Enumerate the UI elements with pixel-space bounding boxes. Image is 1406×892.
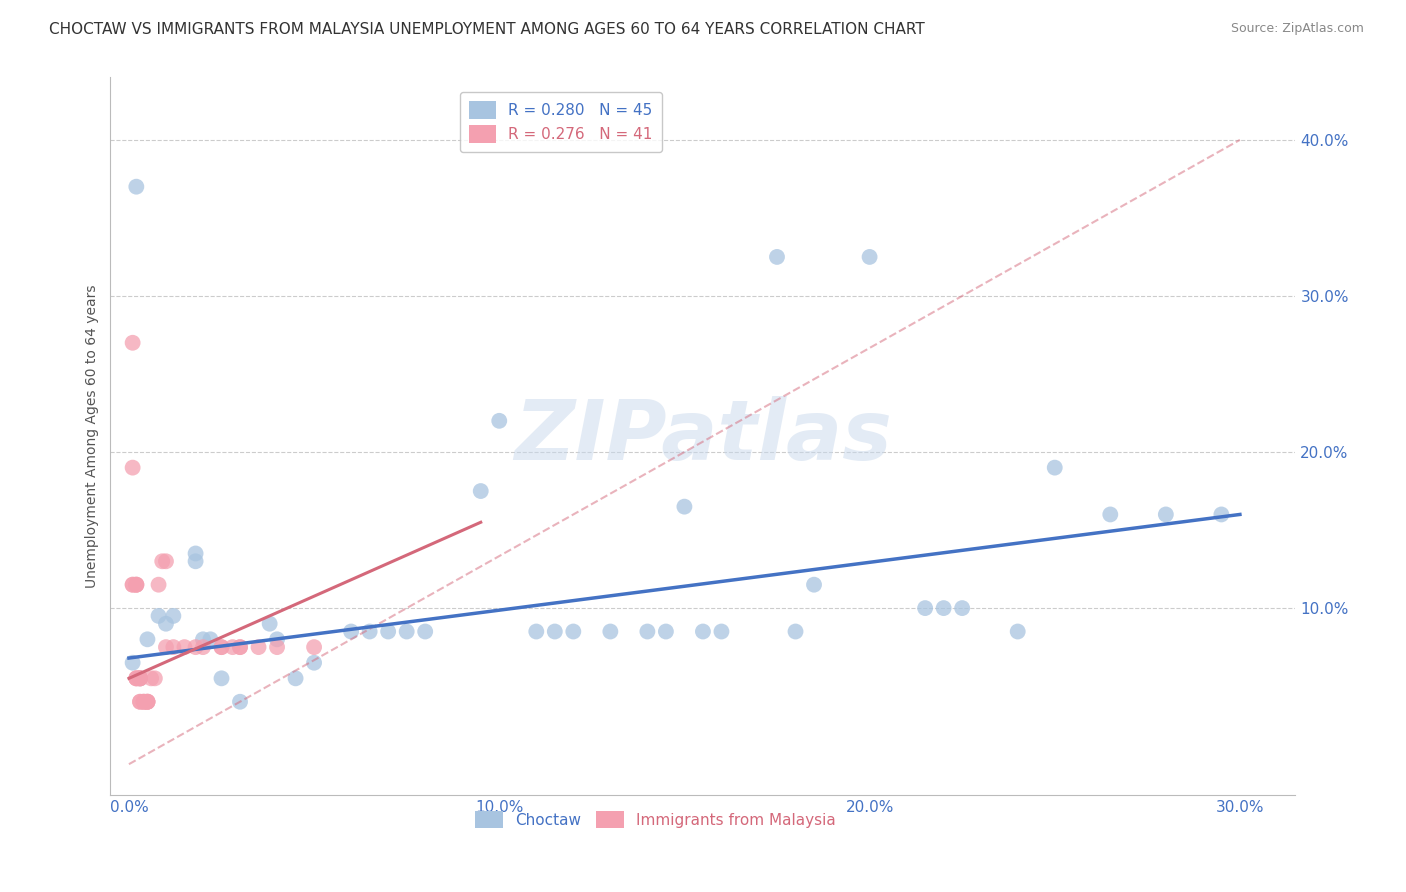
Point xyxy=(211,640,233,654)
Point xyxy=(132,695,155,709)
Point xyxy=(132,695,155,709)
Point xyxy=(302,656,325,670)
Point xyxy=(692,624,714,639)
Point xyxy=(121,577,143,591)
Point xyxy=(229,640,252,654)
Point xyxy=(191,632,214,647)
Point xyxy=(125,577,148,591)
Point xyxy=(259,616,281,631)
Point xyxy=(136,695,159,709)
Text: ZIPatlas: ZIPatlas xyxy=(515,396,891,477)
Point xyxy=(173,640,195,654)
Point xyxy=(150,554,173,568)
Point xyxy=(200,632,222,647)
Point xyxy=(359,624,381,639)
Point xyxy=(395,624,418,639)
Point xyxy=(211,640,233,654)
Point xyxy=(1154,508,1177,522)
Point xyxy=(121,460,143,475)
Point xyxy=(221,640,243,654)
Point xyxy=(211,671,233,685)
Point xyxy=(284,671,307,685)
Point xyxy=(803,577,825,591)
Point xyxy=(710,624,733,639)
Point xyxy=(932,601,955,615)
Point xyxy=(129,695,152,709)
Point xyxy=(125,179,148,194)
Point xyxy=(470,483,492,498)
Point xyxy=(1007,624,1029,639)
Point xyxy=(950,601,973,615)
Point xyxy=(129,695,152,709)
Point xyxy=(340,624,363,639)
Point xyxy=(785,624,807,639)
Point xyxy=(1099,508,1122,522)
Y-axis label: Unemployment Among Ages 60 to 64 years: Unemployment Among Ages 60 to 64 years xyxy=(86,285,100,588)
Point xyxy=(413,624,436,639)
Point xyxy=(155,554,177,568)
Point xyxy=(1211,508,1233,522)
Point xyxy=(858,250,880,264)
Point xyxy=(914,601,936,615)
Point xyxy=(143,671,166,685)
Point xyxy=(302,640,325,654)
Point xyxy=(148,577,170,591)
Text: Source: ZipAtlas.com: Source: ZipAtlas.com xyxy=(1230,22,1364,36)
Point xyxy=(229,640,252,654)
Point xyxy=(599,624,621,639)
Point xyxy=(121,577,143,591)
Point xyxy=(129,671,152,685)
Point xyxy=(125,577,148,591)
Point xyxy=(544,624,567,639)
Point xyxy=(162,640,184,654)
Point xyxy=(266,640,288,654)
Point xyxy=(524,624,547,639)
Point xyxy=(121,335,143,350)
Point xyxy=(136,695,159,709)
Point xyxy=(488,414,510,428)
Point xyxy=(136,695,159,709)
Point xyxy=(125,671,148,685)
Point xyxy=(673,500,696,514)
Point xyxy=(247,640,270,654)
Text: CHOCTAW VS IMMIGRANTS FROM MALAYSIA UNEMPLOYMENT AMONG AGES 60 TO 64 YEARS CORRE: CHOCTAW VS IMMIGRANTS FROM MALAYSIA UNEM… xyxy=(49,22,925,37)
Point xyxy=(184,640,207,654)
Point xyxy=(129,671,152,685)
Point xyxy=(229,695,252,709)
Point xyxy=(125,671,148,685)
Point xyxy=(266,632,288,647)
Point xyxy=(636,624,658,639)
Point xyxy=(184,546,207,560)
Point xyxy=(141,671,163,685)
Point xyxy=(125,671,148,685)
Point xyxy=(148,608,170,623)
Point xyxy=(1043,460,1066,475)
Point xyxy=(655,624,678,639)
Point xyxy=(155,640,177,654)
Point xyxy=(766,250,789,264)
Point xyxy=(129,671,152,685)
Point xyxy=(121,656,143,670)
Point xyxy=(191,640,214,654)
Point xyxy=(377,624,399,639)
Point xyxy=(136,632,159,647)
Point xyxy=(162,608,184,623)
Point xyxy=(184,554,207,568)
Point xyxy=(129,671,152,685)
Point xyxy=(155,616,177,631)
Point xyxy=(562,624,585,639)
Point xyxy=(132,695,155,709)
Legend: Choctaw, Immigrants from Malaysia: Choctaw, Immigrants from Malaysia xyxy=(470,805,842,834)
Point xyxy=(136,695,159,709)
Point xyxy=(125,577,148,591)
Point xyxy=(129,671,152,685)
